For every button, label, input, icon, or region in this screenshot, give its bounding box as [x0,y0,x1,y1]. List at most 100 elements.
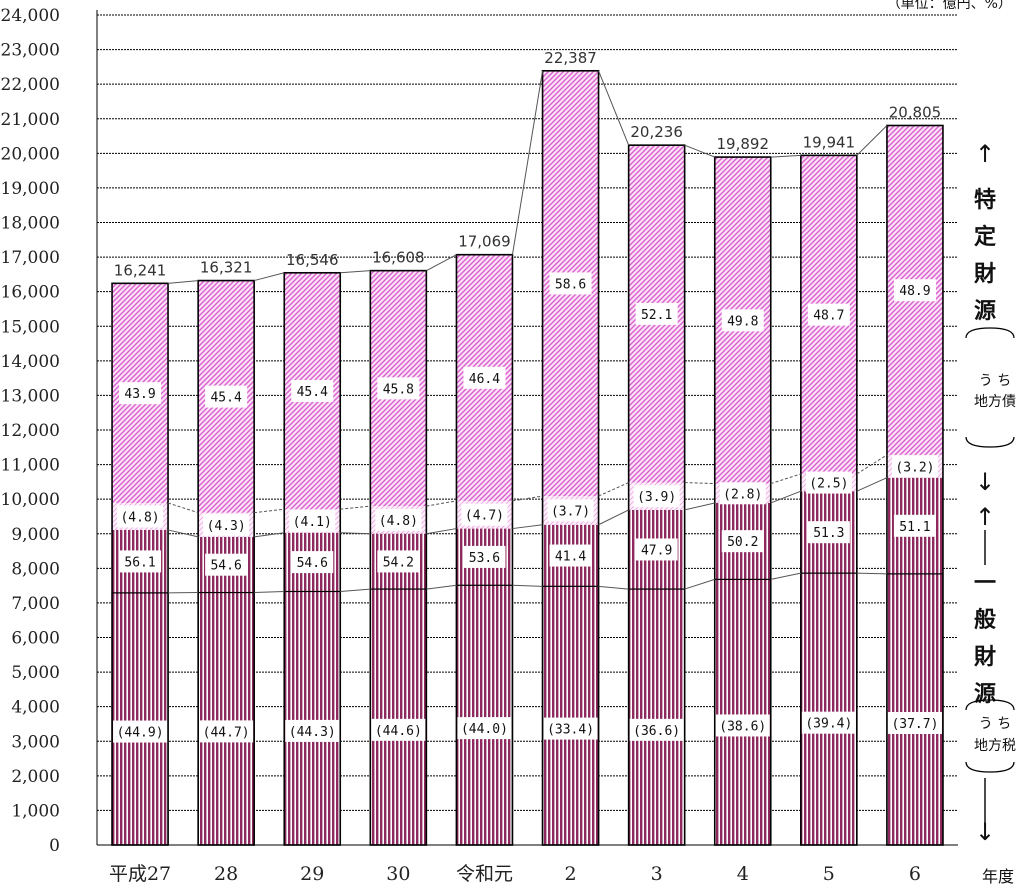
local-tax-share-label: (44.9) [117,726,164,741]
total-connector [426,254,457,272]
total-connector [856,125,888,156]
local-bond-share-label: (4.1) [293,515,332,530]
bond-connector [426,500,457,507]
general-connector [426,528,457,535]
bond-note: う ち [979,373,1011,389]
total-label: 20,805 [889,103,942,121]
bar-general-revenue [800,491,857,845]
bar-outline [369,269,428,846]
tax-connector [426,584,457,590]
tax-connector [598,585,629,590]
y-tick-label: 16,000 [1,283,60,303]
specific-share-label: 48.9 [899,284,930,299]
x-tick-label: 3 [651,863,663,885]
local-tax-share-label: (44.0) [461,722,508,737]
total-label: 16,546 [286,251,339,269]
general-connector [684,502,715,511]
local-tax-share-label: (39.4) [805,717,852,732]
y-axis: 0 1,000 2,000 3,000 4,000 5,000 6,000 7,000 8,00… [1,6,958,856]
specific-share-label: 43.9 [124,387,155,402]
bar-general-revenue [542,524,599,845]
bar-outline [627,144,686,846]
x-tick-label: 4 [737,863,749,885]
y-tick-label: 6,000 [11,629,60,649]
local-bond-share-label-box [375,508,422,531]
specific-share-label-box [721,309,764,332]
side-label-specific: 特 [974,187,996,213]
y-tick-label: 17,000 [1,248,60,268]
local-bond-share-label: (4.3) [207,519,246,534]
general-share-label: 41.4 [555,550,586,565]
local-tax-share-label-box [371,718,426,741]
general-share-label: 51.3 [813,526,844,541]
tax-connector [684,578,715,590]
bond-connector [167,502,199,514]
specific-share-label: 49.8 [727,314,758,329]
bar-outline [111,282,169,846]
specific-share-label: 58.6 [555,277,586,292]
general-share-label-box [205,553,248,576]
local-bond-share-label-box [719,482,766,505]
general-share-label: 56.1 [124,555,155,570]
side-label-specific: 源 [974,299,996,324]
bar-outline [197,279,255,846]
general-share-label: 47.9 [641,543,672,558]
x-tick-label: 令和元 [456,863,513,885]
local-tax-share-label: (44.6) [375,724,422,739]
bracket-icon [965,761,1015,773]
local-tax-share-label: (33.4) [547,723,594,738]
side-label-specific: 定 [974,224,996,250]
bar-outline [283,271,342,846]
bracket-icon [965,699,1015,711]
y-tick-label: 18,000 [1,214,60,234]
bar-outline [800,154,858,846]
side-label-general: 財 [974,645,996,670]
y-tick-label: 22,000 [1,75,60,95]
connector-lines [167,70,888,594]
local-tax-share-label-box [715,714,770,737]
bond-connector [770,473,802,485]
bar-general-revenue [112,529,169,845]
tax-note: 地方税 [974,738,1016,754]
local-tax-share-label: (44.3) [289,725,336,740]
local-bond-share-label-box [891,455,938,478]
specific-share-label-box [807,303,850,326]
general-share-label: 51.1 [899,520,930,535]
total-label: 16,241 [114,261,167,279]
y-tick-label: 12,000 [1,421,60,441]
general-share-label-box [549,544,592,567]
local-bond-share-label-box [289,509,336,532]
y-tick-label: 11,000 [1,456,60,476]
y-tick-label: 8,000 [11,559,60,579]
local-tax-share-label-box [285,719,340,742]
total-label: 17,069 [458,233,511,251]
total-label: 19,941 [803,133,856,151]
general-connector [856,477,888,492]
general-connector [770,490,802,504]
general-connector [598,509,629,526]
general-share-label-box [377,550,420,573]
local-bond-share-label: (3.9) [637,490,676,505]
general-share-label-box [893,514,936,537]
x-axis-label: 年度 [982,867,1014,886]
y-tick-label: 19,000 [1,179,60,199]
local-bond-share-label-box [633,485,680,508]
bar-outline [713,156,772,846]
y-tick-label: 1,000 [11,801,60,821]
local-bond-share-label: (4.8) [379,514,418,529]
x-tick-label: 6 [909,863,921,885]
general-share-label: 50.2 [727,535,758,550]
bar-general-revenue [284,532,341,845]
total-connector [168,280,199,284]
x-tick-label: 29 [300,863,324,885]
tax-connector [856,572,887,575]
y-tick-label: 10,000 [1,490,60,510]
bar-general-revenue [886,477,943,845]
total-connector [684,144,715,158]
specific-share-label: 46.4 [469,372,500,387]
y-tick-label: 3,000 [11,732,60,752]
y-tick-label: 9,000 [11,525,60,545]
local-bond-share-label: (4.8) [120,510,159,525]
local-bond-share-label: (2.8) [723,487,762,502]
